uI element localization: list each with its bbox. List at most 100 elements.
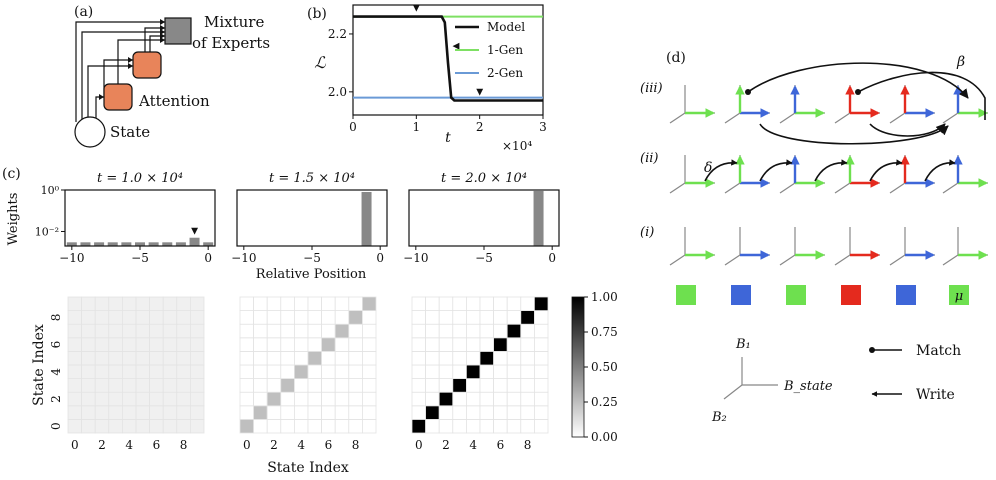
heatmap-cell-2-6-7: [506, 337, 522, 352]
heatmap-cell-0-3-8: [176, 378, 191, 393]
heatmap-cell-1-9-7: [334, 296, 350, 312]
loss-xtick-label-3: 3: [539, 120, 547, 134]
heatmap-cell-2-0-1: [425, 418, 440, 434]
heatmap-cell-0-1-1: [81, 405, 96, 420]
heatmap-cell-1-9-2: [266, 296, 282, 312]
heatmap-cell-1-0-8: [348, 418, 363, 434]
heatmap-cell-1-5-6: [321, 350, 336, 366]
heatmap-cell-0-4-8: [176, 364, 191, 380]
weights-bar-0-8: [175, 242, 186, 246]
heatmap-cell-1-4-0: [239, 364, 255, 380]
heatmap-cell-0-8-4: [122, 310, 137, 325]
heatmap-cell-2-5-9: [534, 350, 549, 366]
heatmap-cell-0-8-1: [81, 310, 96, 325]
weights-bar-0-4: [121, 242, 132, 246]
heatmap-cell-0-5-4: [122, 350, 137, 366]
heatmap-cell-0-9-5: [135, 296, 151, 312]
heatmap-cell-0-6-7: [162, 337, 178, 352]
heatmap-cell-0-6-9: [189, 337, 205, 352]
heatmap-cell-0-2-3: [108, 391, 123, 407]
heatmap-cell-2-0-2: [438, 418, 454, 434]
heatmap-cell-2-0-6: [493, 418, 508, 434]
token-square-2: [786, 285, 806, 305]
heatmap-cell-0-9-7: [162, 296, 178, 312]
heatmap-cell-1-5-8: [348, 350, 363, 366]
heatmap-cell-2-4-2: [438, 364, 454, 380]
heatmap-cell-1-9-0: [239, 296, 255, 312]
heatmap-cell-2-1-2: [438, 405, 454, 420]
beta-arc-1: [747, 62, 969, 99]
heatmap-ytick-0: 0: [49, 422, 63, 430]
heatmap-cell-2-9-1: [425, 296, 440, 312]
heatmap-cell-2-4-3: [452, 364, 467, 380]
heatmap-cell-1-0-0: [239, 418, 255, 434]
weights-bar-2-0: [533, 190, 544, 246]
attention-label: Attention: [138, 92, 210, 110]
heatmap-cell-0-0-5: [135, 418, 151, 434]
state-label: State: [110, 123, 150, 141]
heatmap-cell-1-1-2: [266, 405, 282, 420]
heatmap-cell-1-7-6: [321, 323, 336, 339]
weights-xtick-label-1-1: −5: [303, 251, 321, 265]
heatmap-cell-0-3-3: [108, 378, 123, 393]
axis-b2-ii-0: [669, 182, 686, 194]
heatmap-cell-2-2-1: [425, 391, 440, 407]
heatmap-cell-0-7-4: [122, 323, 137, 339]
colorbar: [571, 296, 585, 438]
axis-b2-ii-4: [889, 182, 906, 194]
heatmap-cell-1-2-1: [253, 391, 268, 407]
heatmap-cell-2-3-1: [425, 378, 440, 393]
heatmap-cell-2-9-4: [465, 296, 481, 312]
heatmap-cell-2-8-4: [465, 310, 481, 325]
attention-box-lower: [103, 83, 133, 111]
legend-write-label: Write: [916, 387, 955, 403]
heatmap-cell-1-7-0: [239, 323, 255, 339]
heatmap-cell-1-6-6: [321, 337, 336, 352]
heatmap-cell-2-9-3: [452, 296, 467, 312]
heatmap-xtick-0-2: 4: [125, 438, 133, 452]
heatmap-cell-2-7-0: [411, 323, 427, 339]
heatmap-cell-1-0-5: [307, 418, 323, 434]
token-square-3: [841, 285, 861, 305]
heatmap-cell-2-5-0: [411, 350, 427, 366]
heatmap-cell-0-1-6: [149, 405, 164, 420]
heatmap-cell-2-4-4: [465, 364, 481, 380]
panel-label-a: (a): [74, 4, 93, 20]
mu-label: μ: [955, 289, 963, 304]
weights-xtick-label-0-2: 0: [204, 251, 212, 265]
axis-b2-iii-5: [942, 112, 959, 124]
heatmap-cell-0-5-7: [162, 350, 178, 366]
heatmap-cell-2-8-3: [452, 310, 467, 325]
heatmap-cell-1-1-4: [293, 405, 309, 420]
heatmap-cell-1-8-9: [361, 310, 377, 325]
heatmap-cell-2-8-9: [534, 310, 549, 325]
heatmap-cell-2-2-6: [493, 391, 508, 407]
colorbar-tick-label-2: 0.50: [591, 360, 618, 374]
weights-title-1: t = 1.5 × 10⁴: [269, 171, 355, 186]
heatmap-cell-0-4-4: [122, 364, 137, 380]
heatmap-cell-2-8-0: [411, 310, 427, 325]
heatmap-cell-2-5-7: [506, 350, 522, 366]
heatmap-cell-2-7-6: [493, 323, 508, 339]
heatmap-cell-0-6-3: [108, 337, 123, 352]
heatmap-cell-0-0-1: [81, 418, 96, 434]
heatmap-cell-1-6-8: [348, 337, 363, 352]
row-label-ii: (ii): [640, 151, 658, 166]
delta-arrow-1: [759, 159, 793, 182]
heatmap-cell-1-4-1: [253, 364, 268, 380]
axis-b2-ii-5: [942, 182, 959, 194]
heatmap-cell-0-3-2: [94, 378, 110, 393]
heatmap-cell-1-3-8: [348, 378, 363, 393]
heatmap-cell-0-2-9: [189, 391, 205, 407]
token-square-1: [731, 285, 751, 305]
heatmap-cell-0-1-3: [108, 405, 123, 420]
heatmap-cell-2-4-7: [506, 364, 522, 380]
heatmap-cell-1-5-1: [253, 350, 268, 366]
heatmap-cell-0-4-6: [149, 364, 164, 380]
heatmap-cell-1-3-4: [293, 378, 309, 393]
heatmap-cell-0-0-6: [149, 418, 164, 434]
weights-xtick-label-2-0: −10: [403, 251, 428, 265]
heatmap-cell-0-4-2: [94, 364, 110, 380]
row-label-iii: (iii): [640, 81, 663, 96]
heatmap-cell-0-4-9: [189, 364, 205, 380]
